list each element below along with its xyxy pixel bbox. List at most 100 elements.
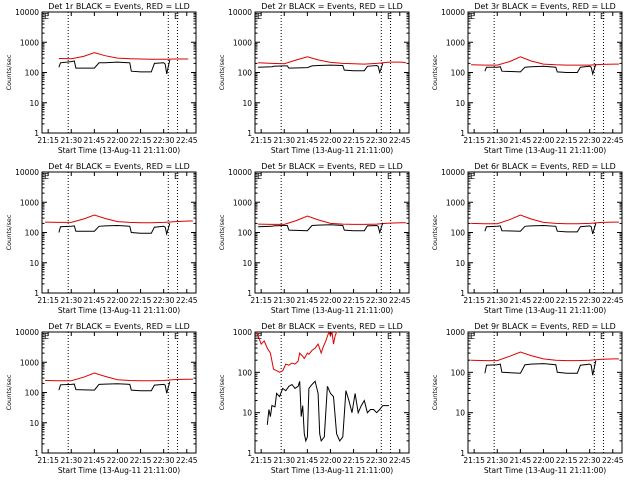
y-tick-label: 10	[29, 419, 39, 428]
x-tick-label: 22:45	[176, 456, 198, 465]
lld-series-line	[45, 214, 193, 224]
x-tick-label: 21:45	[84, 136, 106, 145]
y-tick-label: 100	[451, 69, 466, 78]
y-tick-label: 10000	[228, 168, 252, 177]
x-tick-label: 22:15	[556, 456, 578, 465]
corner-marker-left: E	[257, 12, 262, 21]
y-tick-label: 100	[238, 368, 253, 377]
corner-marker-left: E	[257, 172, 262, 181]
plot-frame	[467, 331, 623, 454]
x-tick-label: 21:45	[297, 136, 319, 145]
x-tick-label: 22:45	[602, 456, 624, 465]
events-series-line	[58, 223, 171, 236]
x-tick-label: 21:45	[297, 296, 319, 305]
plot-frame	[41, 331, 197, 454]
x-axis-label: Start Time (13-Aug-11 21:11:00)	[271, 466, 393, 475]
y-tick-label: 1000	[20, 198, 39, 207]
x-tick-label: 22:15	[130, 456, 152, 465]
corner-marker-left: E	[44, 12, 49, 21]
plot-frame	[41, 11, 197, 134]
x-tick-label: 21:15	[463, 296, 485, 305]
y-tick-label: 10000	[228, 8, 252, 17]
y-tick-label: 10000	[15, 328, 39, 337]
lld-series-line	[256, 330, 339, 373]
y-axis-label: Counts/sec	[431, 214, 439, 250]
y-axis-label: Counts/sec	[218, 214, 226, 250]
x-tick-label: 21:45	[510, 296, 532, 305]
chart-title: Det 8r BLACK = Events, RED = LLD	[261, 322, 403, 331]
lld-series-line	[471, 351, 619, 362]
x-tick-label: 22:30	[153, 456, 175, 465]
x-tick-label: 21:15	[250, 136, 272, 145]
y-tick-label: 100	[238, 229, 253, 238]
events-series-line	[58, 59, 171, 75]
events-series-line	[484, 223, 597, 235]
y-tick-label: 1	[460, 289, 465, 298]
x-tick-label: 21:30	[60, 296, 82, 305]
corner-marker-right: E	[174, 12, 179, 21]
y-tick-label: 100	[451, 368, 466, 377]
y-tick-label: 1	[247, 449, 252, 458]
corner-marker-left: E	[470, 12, 475, 21]
corner-marker-right: E	[600, 332, 605, 341]
x-tick-label: 22:00	[107, 136, 129, 145]
y-tick-label: 100	[451, 229, 466, 238]
events-series-line	[484, 63, 597, 76]
x-axis-label: Start Time (13-Aug-11 21:11:00)	[58, 146, 180, 155]
events-series-line	[258, 222, 384, 235]
y-tick-label: 1	[460, 129, 465, 138]
x-tick-label: 22:00	[320, 456, 342, 465]
events-series-line	[258, 63, 384, 75]
y-tick-label: 1000	[446, 328, 465, 337]
x-tick-label: 21:15	[37, 296, 59, 305]
x-tick-label: 22:00	[320, 296, 342, 305]
corner-marker-right: E	[387, 332, 392, 341]
x-tick-label: 22:00	[533, 296, 555, 305]
x-tick-label: 22:15	[556, 136, 578, 145]
chart-title: Det 5r BLACK = Events, RED = LLD	[261, 162, 403, 171]
y-tick-label: 10	[29, 99, 39, 108]
corner-marker-left: E	[44, 172, 49, 181]
x-tick-label: 21:15	[250, 456, 272, 465]
y-tick-label: 10	[455, 259, 465, 268]
y-tick-label: 10	[455, 409, 465, 418]
x-tick-label: 22:30	[579, 296, 601, 305]
events-series-line	[58, 381, 171, 394]
x-tick-label: 21:15	[37, 136, 59, 145]
y-axis-label: Counts/sec	[431, 54, 439, 90]
corner-marker-right: E	[387, 12, 392, 21]
corner-marker-right: E	[600, 172, 605, 181]
x-tick-label: 22:45	[602, 136, 624, 145]
x-tick-label: 21:30	[486, 136, 508, 145]
y-tick-label: 1000	[20, 38, 39, 47]
x-tick-label: 22:15	[130, 136, 152, 145]
y-tick-label: 100	[25, 229, 40, 238]
x-axis-label: Start Time (13-Aug-11 21:11:00)	[484, 146, 606, 155]
x-tick-label: 22:30	[579, 456, 601, 465]
corner-marker-right: E	[174, 172, 179, 181]
events-series-line	[484, 360, 597, 376]
corner-marker-right: E	[174, 332, 179, 341]
x-axis-label: Start Time (13-Aug-11 21:11:00)	[484, 306, 606, 315]
y-tick-label: 1	[34, 449, 39, 458]
x-tick-label: 22:45	[602, 296, 624, 305]
x-axis-label: Start Time (13-Aug-11 21:11:00)	[271, 146, 393, 155]
x-tick-label: 21:15	[463, 136, 485, 145]
x-axis-label: Start Time (13-Aug-11 21:11:00)	[58, 306, 180, 315]
corner-marker-left: E	[44, 332, 49, 341]
corner-marker-right: E	[600, 12, 605, 21]
x-tick-label: 21:45	[510, 456, 532, 465]
x-tick-label: 22:45	[176, 296, 198, 305]
corner-marker-right: E	[387, 172, 392, 181]
x-tick-label: 22:30	[366, 456, 388, 465]
chart-title: Det 4r BLACK = Events, RED = LLD	[48, 162, 190, 171]
plot-frame	[41, 171, 197, 294]
y-tick-label: 1000	[446, 38, 465, 47]
x-tick-label: 21:30	[273, 296, 295, 305]
x-tick-label: 22:15	[343, 456, 365, 465]
lld-series-line	[58, 52, 189, 60]
y-tick-label: 1	[247, 129, 252, 138]
